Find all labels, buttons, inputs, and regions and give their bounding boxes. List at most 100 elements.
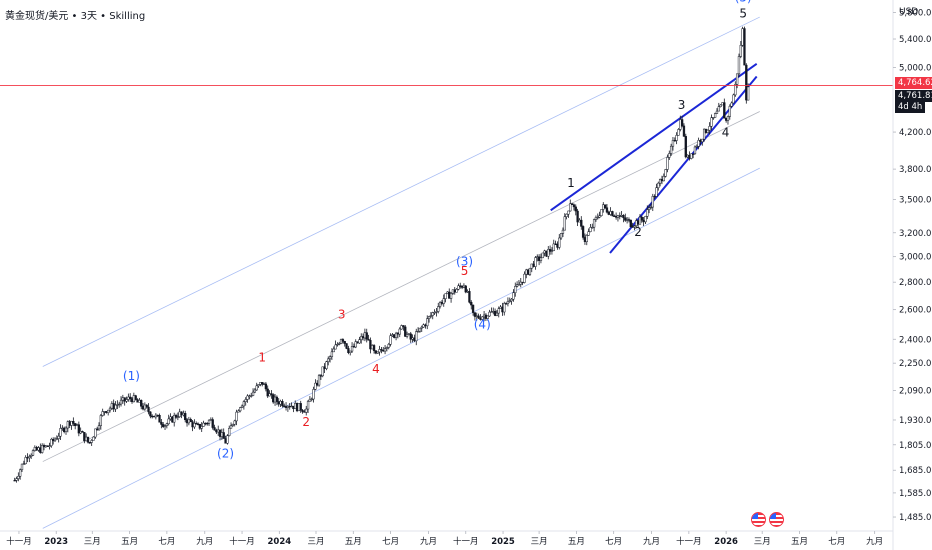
candle-body: [385, 347, 389, 349]
candle-body: [323, 366, 326, 369]
candle-body: [272, 394, 275, 403]
candle-body: [585, 235, 588, 242]
candle-body: [569, 203, 572, 212]
candle-body: [101, 411, 104, 416]
candle-body: [136, 399, 139, 403]
candle-body: [668, 153, 671, 158]
candle-body: [350, 346, 354, 352]
candle-body: [730, 102, 733, 107]
candle-body: [745, 64, 748, 101]
candle-body: [242, 401, 246, 407]
candle-body: [609, 211, 612, 215]
candle-body: [314, 382, 317, 390]
y-tick-label: 2,090.00: [899, 386, 932, 396]
y-tick-label: 3,200.00: [899, 229, 932, 239]
candle-body: [682, 125, 686, 137]
candle-body: [558, 237, 561, 248]
candle-body: [158, 415, 161, 423]
candle-body: [462, 285, 466, 288]
x-tick-label: 五月: [791, 537, 808, 547]
candle-body: [213, 427, 216, 431]
candle-body: [259, 382, 262, 385]
candle-body: [262, 383, 266, 385]
candle-body: [702, 128, 706, 140]
candle-body: [655, 187, 658, 197]
candle-body: [715, 110, 719, 114]
candle-body: [640, 216, 643, 221]
candle-body: [413, 337, 416, 342]
candle-body: [470, 302, 473, 306]
candle-body: [224, 438, 227, 444]
candle-body: [343, 341, 346, 344]
x-tick-label: 五月: [345, 537, 362, 547]
candle-body: [152, 415, 156, 418]
candle-body: [680, 119, 684, 127]
candle-body: [70, 420, 73, 426]
candle-body: [695, 146, 698, 148]
x-tick-label: 九月: [420, 537, 437, 547]
candle-body: [35, 447, 38, 451]
wave-label: 5: [461, 264, 469, 278]
candle-body: [437, 306, 440, 312]
candle-body: [211, 419, 214, 428]
candle-body: [218, 429, 222, 437]
candle-body: [552, 243, 555, 251]
candle-body: [327, 358, 330, 362]
candle-body: [501, 306, 504, 313]
candle-body: [149, 411, 152, 417]
candle-body: [105, 411, 108, 414]
high-price-badge: 4,764.62: [895, 77, 932, 89]
candle-body: [174, 415, 178, 418]
wave-labels: (1) (2) (3) (4) (5) 1 2 3 4 5 1 2 3 4 5: [123, 0, 752, 460]
us-flag-icon[interactable]: [769, 512, 784, 527]
channel-line: [42, 16, 760, 367]
candle-body: [306, 401, 310, 410]
candle-body: [611, 211, 614, 217]
candle-body: [664, 169, 667, 177]
candle-body: [512, 292, 515, 300]
candle-body: [22, 463, 25, 465]
candle-body: [301, 409, 304, 412]
candle-body: [140, 399, 143, 407]
candle-body: [556, 243, 559, 248]
candle-body: [451, 289, 455, 294]
x-tick-label: 三月: [531, 537, 548, 547]
candle-body: [123, 397, 126, 402]
candle-body: [719, 104, 722, 107]
candle-body: [288, 405, 291, 408]
candle-body: [240, 405, 244, 408]
candle-body: [86, 436, 90, 443]
candle-body: [616, 215, 620, 218]
candle-body: [19, 469, 22, 477]
candle-body: [334, 344, 337, 350]
candle-body: [624, 217, 627, 221]
candle-body: [134, 395, 137, 400]
candle-body: [85, 436, 88, 442]
candle-body: [466, 291, 469, 293]
x-tick-label: 九月: [866, 537, 883, 547]
candles: [13, 26, 750, 483]
candle-body: [596, 216, 599, 219]
candle-body: [497, 308, 500, 314]
us-flag-icon[interactable]: [751, 512, 766, 527]
candle-body: [268, 393, 271, 397]
candle-body: [352, 346, 356, 348]
candle-body: [20, 463, 24, 471]
candle-body: [391, 334, 394, 336]
countdown-badge: 4d 4h: [895, 101, 926, 113]
candle-body: [66, 421, 69, 429]
candle-body: [235, 411, 238, 422]
candle-body: [422, 324, 425, 328]
candle-body: [237, 410, 240, 413]
candle-body: [347, 348, 350, 353]
y-tick-label: 5,000.00: [899, 64, 932, 74]
candle-body: [151, 415, 154, 418]
candle-body: [81, 431, 84, 433]
candle-body: [261, 382, 264, 385]
candle-body: [481, 316, 484, 320]
candle-body: [589, 227, 592, 232]
candle-body: [503, 303, 506, 313]
currency-label[interactable]: USD: [899, 7, 919, 17]
candle-body: [559, 233, 563, 239]
